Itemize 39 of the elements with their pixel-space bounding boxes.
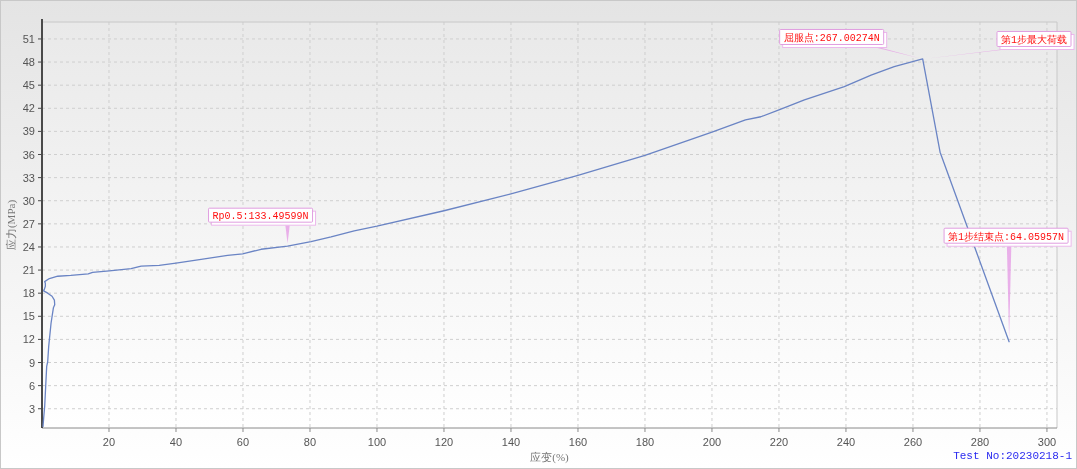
annotation: 屈服点:267.00274N bbox=[783, 31, 880, 44]
x-tick-label: 260 bbox=[903, 436, 923, 448]
y-tick-label: 27 bbox=[22, 217, 35, 230]
x-tick-label: 240 bbox=[836, 436, 856, 448]
y-tick-label: 18 bbox=[22, 287, 35, 300]
y-tick-label: 51 bbox=[22, 32, 35, 45]
y-tick-label: 45 bbox=[22, 79, 35, 92]
y-tick-label: 9 bbox=[28, 356, 35, 369]
y-tick-label: 21 bbox=[22, 264, 35, 277]
x-tick-label: 140 bbox=[501, 436, 521, 448]
x-tick-label: 100 bbox=[367, 436, 387, 448]
x-tick-label: 160 bbox=[568, 436, 588, 448]
text: Test No:20230218-1 bbox=[953, 450, 1073, 462]
x-tick-label: 180 bbox=[635, 436, 655, 448]
x-tick-label: 280 bbox=[970, 436, 990, 448]
y-tick-label: 36 bbox=[22, 148, 35, 161]
y-tick-label: 42 bbox=[22, 102, 35, 115]
x-tick-label: 40 bbox=[169, 436, 183, 448]
x-tick-label: 120 bbox=[434, 436, 454, 448]
y-tick-label: 24 bbox=[22, 240, 35, 253]
y-tick-label: 6 bbox=[28, 379, 35, 392]
annotation: 第1步最大荷载 bbox=[1000, 33, 1067, 46]
x-tick-label: 80 bbox=[303, 436, 317, 448]
y-tick-label: 15 bbox=[22, 310, 35, 323]
y-tick-label: 12 bbox=[22, 333, 35, 346]
y-axis-title: 应力(MPa) bbox=[5, 199, 18, 251]
y-tick-label: 3 bbox=[28, 402, 35, 415]
y-tick-label: 48 bbox=[22, 56, 35, 69]
annotation: 第1步结束点:64.05957N bbox=[948, 230, 1065, 243]
x-tick-label: 60 bbox=[236, 436, 250, 448]
x-tick-label: 300 bbox=[1037, 436, 1057, 448]
y-tick-label: 39 bbox=[22, 125, 35, 138]
y-tick-label: 33 bbox=[22, 171, 35, 184]
x-tick-label: 220 bbox=[769, 436, 789, 448]
x-axis-title: 应变(%) bbox=[530, 451, 570, 464]
annotation: Rp0.5:133.49599N bbox=[212, 210, 309, 222]
y-tick-label: 30 bbox=[22, 194, 35, 207]
x-tick-label: 200 bbox=[702, 436, 722, 448]
x-tick-label: 20 bbox=[102, 436, 116, 448]
